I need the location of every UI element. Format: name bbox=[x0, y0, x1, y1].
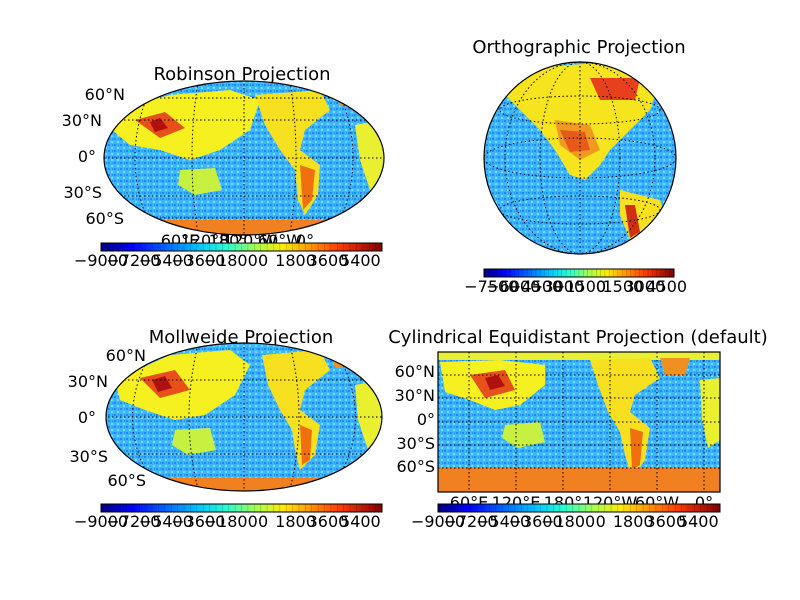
cylindrical-americas bbox=[590, 358, 660, 478]
mollweide-boundary bbox=[105, 342, 383, 492]
orthographic-panel: Orthographic Projection −7500−6000−4500−… bbox=[464, 37, 687, 296]
colorbar-tick-label: 0 bbox=[596, 277, 606, 296]
cylindrical-australia bbox=[502, 422, 545, 448]
cylindrical-title: Cylindrical Equidistant Projection (defa… bbox=[388, 327, 768, 348]
robinson-boundary bbox=[103, 80, 385, 236]
colorbar-tick-label: −1500 bbox=[552, 277, 606, 296]
mollweide-lat-label: 60°N bbox=[106, 346, 146, 365]
colorbar-tick-label: −3600 bbox=[171, 251, 225, 270]
colorbar-tick-label: −1800 bbox=[204, 512, 258, 531]
mollweide-africa bbox=[355, 380, 382, 450]
orthographic-title: Orthographic Projection bbox=[472, 37, 685, 58]
robinson-lat-labels: 60°N 30°N 0° 30°S 60°S bbox=[62, 85, 125, 228]
robinson-lat-label: 30°S bbox=[63, 183, 102, 202]
cylindrical-map bbox=[438, 352, 720, 492]
robinson-panel: Robinson Projection bbox=[62, 64, 385, 270]
mollweide-antarctica bbox=[106, 478, 382, 491]
colorbar-tick-label: −5400 bbox=[139, 251, 193, 270]
colorbar-gradient bbox=[437, 503, 721, 513]
colorbar-tick-label: −5400 bbox=[139, 512, 193, 531]
colorbar-tick-label: −5400 bbox=[476, 512, 530, 531]
robinson-lat-label: 30°N bbox=[62, 111, 102, 130]
mollweide-map bbox=[106, 343, 382, 491]
colorbar-tick-label: −4500 bbox=[508, 277, 562, 296]
colorbar-tick-label: −3000 bbox=[530, 277, 584, 296]
colorbar-tick-label: −1800 bbox=[541, 512, 595, 531]
colorbar-tick-label: −1800 bbox=[204, 251, 258, 270]
colorbar-tick-label: −9000 bbox=[74, 512, 128, 531]
colorbar-tick-label: −6000 bbox=[486, 277, 540, 296]
cylindrical-boundary bbox=[437, 351, 721, 493]
robinson-asia bbox=[110, 90, 260, 160]
colorbar-tick-label: 5400 bbox=[340, 251, 381, 270]
colorbar-tick-label: 3600 bbox=[308, 251, 349, 270]
colorbar-tick-label: 3000 bbox=[624, 277, 665, 296]
robinson-title: Robinson Projection bbox=[153, 64, 330, 85]
robinson-lat-label: 60°N bbox=[85, 85, 125, 104]
cylindrical-arctic-strip bbox=[438, 352, 720, 360]
cylindrical-lat-label: 60°N bbox=[395, 362, 435, 381]
cylindrical-panel: Cylindrical Equidistant Projection (defa… bbox=[388, 327, 768, 531]
colorbar-tick-label: −3600 bbox=[509, 512, 563, 531]
colorbar-tick-label: −9000 bbox=[74, 251, 128, 270]
cylindrical-lat-label: 0° bbox=[417, 410, 435, 429]
robinson-africa bbox=[355, 120, 384, 190]
colorbar-tick-label: 3600 bbox=[308, 512, 349, 531]
robinson-map bbox=[104, 81, 384, 235]
orthographic-map bbox=[484, 62, 676, 254]
robinson-australia bbox=[178, 168, 222, 195]
cylindrical-africa bbox=[700, 378, 720, 448]
mollweide-title: Mollweide Projection bbox=[149, 327, 334, 348]
colorbar-tick-label: 0 bbox=[596, 512, 606, 531]
colorbar-gradient bbox=[100, 242, 383, 252]
colorbar-gradient bbox=[483, 268, 675, 278]
mollweide-australia bbox=[172, 428, 216, 455]
robinson-lat-label: 0° bbox=[78, 147, 96, 166]
mollweide-greenland bbox=[330, 350, 360, 368]
colorbar-tick-label: 5400 bbox=[340, 512, 381, 531]
cylindrical-lat-labels: 60°N 30°N 0° 30°S 60°S bbox=[395, 362, 435, 476]
mollweide-lat-labels: 60°N 30°N 0° 30°S 60°S bbox=[68, 346, 146, 490]
colorbar-tick-label: −7200 bbox=[106, 512, 160, 531]
colorbar-tick-label: 1800 bbox=[613, 512, 654, 531]
colorbar-tick-label: 4500 bbox=[646, 277, 687, 296]
mollweide-lat-label: 30°S bbox=[69, 447, 108, 466]
orthographic-boundary bbox=[483, 61, 677, 255]
colorbar-tick-label: 3600 bbox=[645, 512, 686, 531]
colorbar-tick-label: −9000 bbox=[411, 512, 465, 531]
colorbar-tick-label: −7200 bbox=[106, 251, 160, 270]
mollweide-lat-label: 60°S bbox=[107, 471, 146, 490]
cylindrical-lat-label: 60°S bbox=[396, 457, 435, 476]
colorbar-tick-label: −7200 bbox=[443, 512, 497, 531]
mollweide-lat-label: 0° bbox=[78, 408, 96, 427]
cylindrical-greenland bbox=[660, 358, 690, 375]
colorbar-tick-label: −3600 bbox=[171, 512, 225, 531]
cylindrical-lat-label: 30°N bbox=[395, 386, 435, 405]
colorbar-tick-label: 1500 bbox=[602, 277, 643, 296]
robinson-greenland bbox=[335, 86, 365, 106]
colorbar-tick-label: 5400 bbox=[678, 512, 719, 531]
colorbar-tick-label: 0 bbox=[258, 512, 268, 531]
cylindrical-lat-label: 30°S bbox=[396, 434, 435, 453]
colorbar-tick-label: 1800 bbox=[275, 251, 316, 270]
mollweide-lat-label: 30°N bbox=[68, 372, 108, 391]
colorbar-tick-label: 0 bbox=[258, 251, 268, 270]
robinson-lat-label: 60°S bbox=[85, 209, 124, 228]
cylindrical-antarctica bbox=[438, 468, 720, 492]
colorbar-gradient bbox=[100, 503, 383, 513]
colorbar-tick-label: 1800 bbox=[275, 512, 316, 531]
colorbar-tick-label: −7500 bbox=[464, 277, 518, 296]
mollweide-panel: Mollweide Projection bbox=[68, 327, 383, 531]
